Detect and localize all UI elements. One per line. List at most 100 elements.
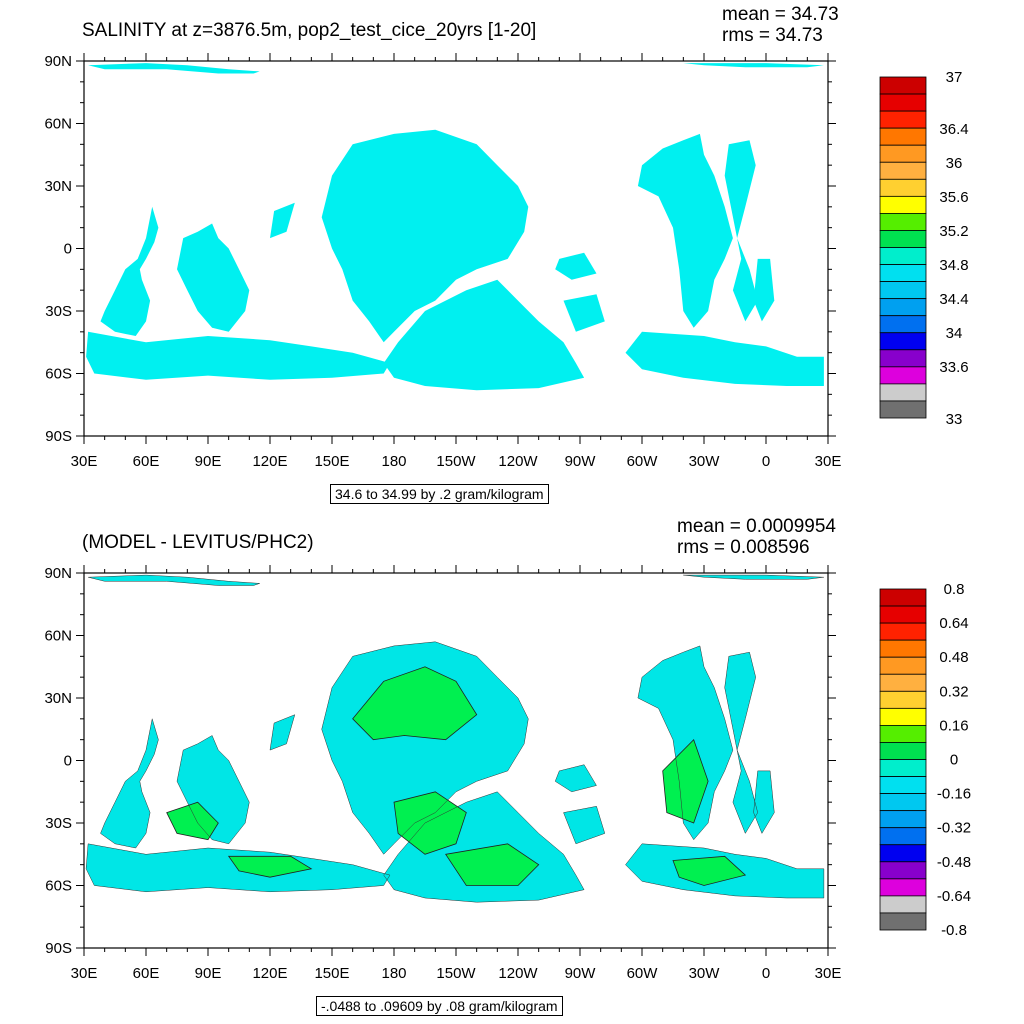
colorbar-cell: [879, 212, 927, 231]
colorbar-label: 35.6: [939, 189, 968, 206]
colorbar-cell: [879, 247, 927, 265]
contour-line: [269, 714, 296, 751]
x-tick-label: 30E: [815, 965, 842, 982]
colorbar-cell: [879, 110, 927, 129]
colorbar-label: 36: [946, 155, 963, 172]
contour-line: [563, 806, 606, 845]
contour-region: [166, 801, 219, 841]
y-tick-label: 90S: [45, 940, 72, 957]
colorbar-label: 0.32: [939, 683, 968, 700]
colorbar-label: -0.32: [937, 820, 971, 837]
x-tick-label: 60E: [133, 965, 160, 982]
contour-region: [662, 738, 709, 824]
x-tick-label: 30E: [815, 453, 842, 470]
y-tick-label: 60N: [44, 628, 72, 645]
ocean-region: [100, 206, 159, 336]
x-tick-label: 60W: [627, 965, 659, 982]
colorbar-label: 34.4: [939, 291, 968, 308]
x-tick-label: 150W: [436, 965, 476, 982]
ocean-region: [637, 133, 733, 328]
ocean-region: [625, 331, 824, 386]
ocean-region: [563, 294, 605, 332]
y-tick-label: 90N: [44, 53, 72, 70]
colorbar-cell: [879, 690, 927, 709]
x-tick-label: 0: [762, 965, 770, 982]
colorbar-cell: [879, 383, 927, 402]
colorbar-cell: [879, 588, 927, 607]
colorbar-cell: [879, 127, 927, 146]
colorbar-label: -0.64: [937, 888, 971, 905]
colorbar-cell: [879, 844, 927, 863]
colorbar-cell: [879, 622, 927, 641]
ocean-region: [270, 714, 295, 751]
ocean-region: [86, 331, 390, 380]
x-tick-label: 150E: [314, 453, 349, 470]
colorbar-cell: [879, 400, 927, 419]
ocean-region: [753, 258, 775, 322]
colorbar-cell: [879, 810, 927, 829]
colorbar-cell: [879, 776, 927, 794]
rms-stat: rms = 34.73: [722, 25, 823, 46]
x-tick-label: 180: [381, 965, 406, 982]
ocean-region: [88, 63, 260, 74]
colorbar-cell: [879, 281, 927, 300]
contour-region: [445, 843, 540, 886]
colorbar-label: 0.48: [939, 649, 968, 666]
x-tick-label: 0: [762, 453, 770, 470]
colorbar-cell: [879, 144, 927, 163]
colorbar-cell: [879, 707, 927, 726]
colorbar-cell: [879, 366, 927, 385]
colorbar-label: -0.16: [937, 786, 971, 803]
mean-stat: mean = 0.0009954: [677, 516, 836, 537]
ocean-region: [88, 575, 260, 586]
y-tick-label: 30S: [45, 303, 72, 320]
contour-line: [85, 843, 391, 893]
colorbar-cell: [879, 912, 927, 931]
colorbar-cell: [879, 332, 927, 351]
colorbar: [879, 76, 927, 419]
x-tick-label: 90W: [565, 453, 597, 470]
x-tick-label: 30E: [71, 965, 98, 982]
colorbar-label: 33.6: [939, 359, 968, 376]
colorbar-cell: [879, 230, 927, 248]
x-tick-label: 60E: [133, 453, 160, 470]
contour-line: [88, 574, 260, 586]
x-tick-label: 30W: [689, 453, 721, 470]
x-tick-label: 120W: [498, 965, 538, 982]
x-tick-label: 120E: [252, 965, 287, 982]
ocean-region: [563, 806, 605, 844]
y-tick-label: 0: [64, 753, 72, 770]
contour-region: [393, 791, 467, 855]
colorbar-label: 35.2: [939, 223, 968, 240]
salinity-panel: SALINITY at z=3876.5m, pop2_test_cice_20…: [44, 4, 969, 504]
y-tick-label: 90S: [45, 428, 72, 445]
colorbar-cell: [879, 673, 927, 692]
contour-info-box: -.0488 to .09609 by .08 gram/kilogram: [316, 996, 563, 1016]
y-tick-label: 60S: [45, 366, 72, 383]
contour-line: [321, 641, 529, 855]
x-tick-label: 60W: [627, 453, 659, 470]
colorbar-label: 37: [946, 69, 963, 86]
colorbar-cell: [879, 656, 927, 675]
colorbar-label: -0.8: [941, 922, 967, 939]
colorbar-cell: [879, 861, 927, 880]
ocean-region: [724, 140, 758, 322]
difference-map: 90N 60N 30N 0 30S 60S 90S 30E 60E 90E 120E 150E 180 1…: [44, 565, 971, 982]
ocean-region: [753, 770, 775, 834]
colorbar-cell: [879, 161, 927, 180]
difference-panel: (MODEL - LEVITUS/PHC2) mean = 0.0009954 …: [0, 512, 1024, 1024]
colorbar-cell: [879, 742, 927, 760]
colorbar-cell: [879, 639, 927, 658]
contour-line: [383, 791, 585, 903]
colorbar-label: 0: [950, 752, 958, 769]
contour-info-box: 34.6 to 34.99 by .2 gram/kilogram: [330, 484, 549, 504]
x-tick-label: 120E: [252, 453, 287, 470]
colorbar-cell: [879, 827, 927, 846]
x-tick-label: 180: [381, 453, 406, 470]
colorbar-cell: [879, 605, 927, 624]
colorbar-label: 0.16: [939, 717, 968, 734]
y-tick-label: 90N: [44, 565, 72, 582]
ocean-region: [100, 718, 159, 848]
contour-line: [176, 735, 250, 845]
contour-region: [672, 855, 747, 886]
